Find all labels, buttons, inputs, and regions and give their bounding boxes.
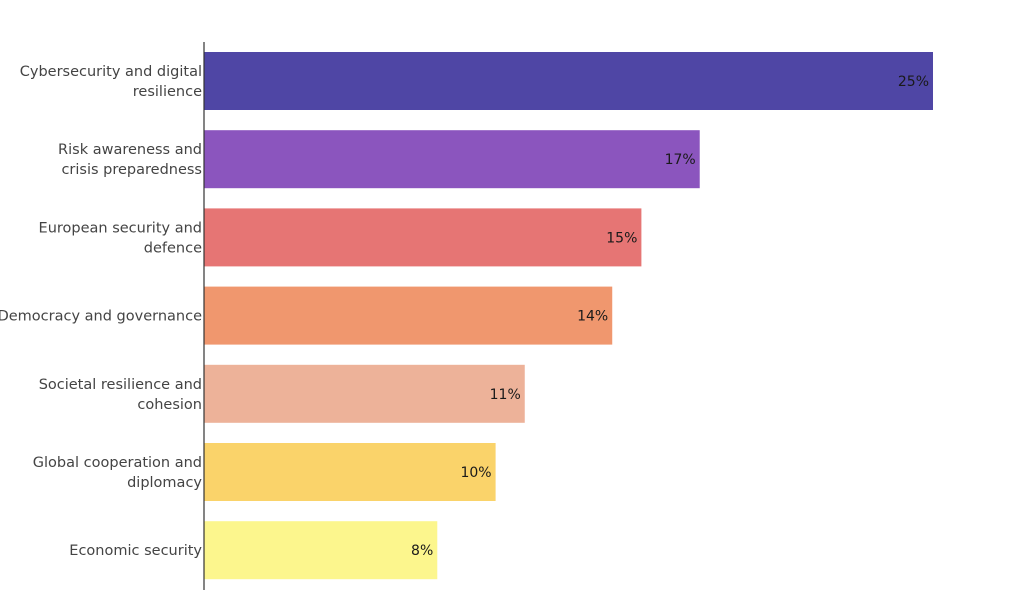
value-label-2: 15% — [606, 230, 637, 246]
category-label-3: Democracy and governance — [0, 309, 202, 325]
bar-2 — [204, 208, 642, 267]
value-label-1: 17% — [665, 152, 696, 168]
bar-3 — [204, 286, 613, 345]
category-label-0: Cybersecurity and digital resilience — [20, 64, 202, 100]
category-label-2: European security and defence — [39, 220, 203, 256]
value-label-6: 8% — [411, 543, 433, 559]
value-label-0: 25% — [898, 74, 929, 90]
category-label-1: Risk awareness and crisis preparedness — [58, 142, 202, 178]
category-labels-group: Cybersecurity and digital resilience Risk … — [0, 64, 202, 559]
category-label-4: Societal resilience and cohesion — [39, 377, 202, 413]
bar-5 — [204, 443, 496, 501]
category-label-5: Global cooperation and diplomacy — [33, 455, 203, 491]
value-label-5: 10% — [460, 465, 491, 481]
value-label-4: 11% — [490, 387, 521, 403]
value-label-3: 14% — [577, 309, 608, 325]
bar-1 — [204, 130, 700, 189]
bar-6 — [204, 521, 438, 580]
bars-group — [204, 52, 933, 580]
value-labels-group: 25% 17% 15% 14% 11% 10% 8% — [411, 74, 929, 559]
category-label-6: Economic security — [69, 543, 202, 559]
bar-4 — [204, 364, 525, 423]
bar-0 — [204, 52, 933, 110]
